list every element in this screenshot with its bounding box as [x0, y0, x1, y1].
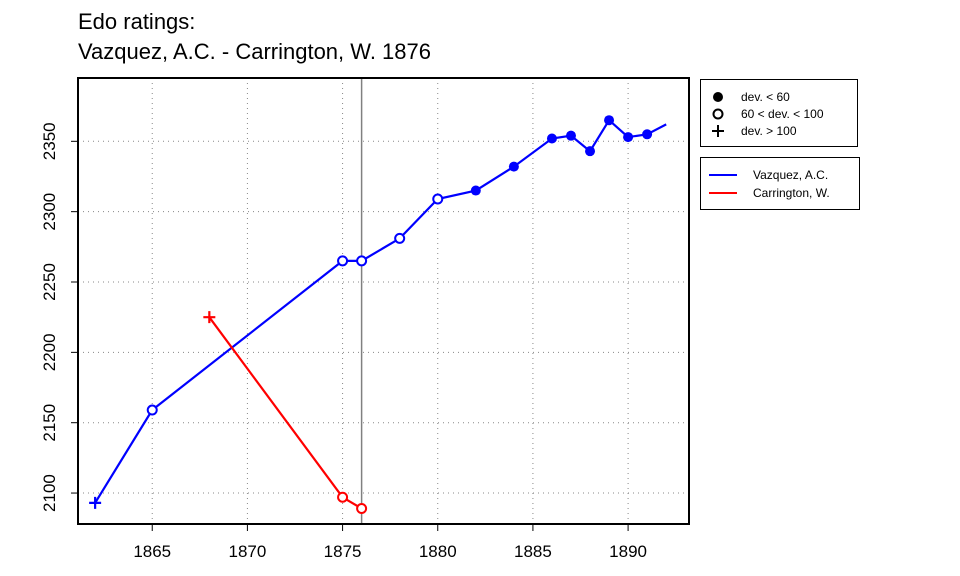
series-line-1 [208, 316, 363, 510]
data-point-plus [203, 311, 216, 324]
plus-icon [712, 125, 724, 137]
data-point-open [337, 491, 349, 503]
data-point-filled [546, 133, 557, 144]
red-line-swatch [709, 192, 737, 194]
x-tick-label: 1875 [324, 542, 362, 561]
x-tick-label: 1885 [514, 542, 552, 561]
series-line-0 [94, 118, 667, 504]
series-legend: Vazquez, A.C. Carrington, W. [700, 157, 860, 210]
y-tick-label: 2250 [40, 263, 59, 301]
x-tick-label: 1890 [609, 542, 647, 561]
x-tick-label: 1865 [133, 542, 171, 561]
data-point-filled [642, 129, 653, 140]
y-tick-label: 2100 [40, 474, 59, 512]
x-tick-label: 1870 [228, 542, 266, 561]
data-point-filled [585, 146, 596, 157]
data-point-open [432, 193, 444, 205]
data-point-open [356, 503, 368, 515]
blue-line-swatch [709, 174, 737, 176]
data-point-filled [623, 132, 634, 143]
marker-legend-label: dev. > 100 [741, 124, 797, 138]
plot-frame [77, 77, 690, 525]
data-point-filled [604, 115, 615, 126]
filled-circle-icon [713, 92, 723, 102]
open-circle-icon [712, 108, 724, 120]
marker-legend: dev. < 60 60 < dev. < 100 dev. > 100 [700, 79, 858, 147]
series-legend-label: Carrington, W. [753, 186, 830, 200]
data-point-open [146, 404, 158, 416]
data-point-open [356, 255, 368, 267]
series-legend-label: Vazquez, A.C. [753, 168, 829, 182]
chart-title-line2: Vazquez, A.C. - Carrington, W. 1876 [78, 39, 431, 64]
y-tick-label: 2300 [40, 193, 59, 231]
data-point-open [337, 255, 349, 267]
data-point-plus [89, 496, 102, 509]
data-point-filled [565, 130, 576, 141]
chart-title-line1: Edo ratings: [78, 9, 196, 34]
marker-legend-label: 60 < dev. < 100 [741, 107, 824, 121]
y-tick-label: 2350 [40, 122, 59, 160]
data-point-filled [470, 185, 481, 196]
y-tick-label: 2150 [40, 404, 59, 442]
data-point-filled [508, 161, 519, 172]
data-point-open [394, 232, 406, 244]
x-tick-label: 1880 [419, 542, 457, 561]
y-tick-label: 2200 [40, 333, 59, 371]
marker-legend-label: dev. < 60 [741, 90, 790, 104]
